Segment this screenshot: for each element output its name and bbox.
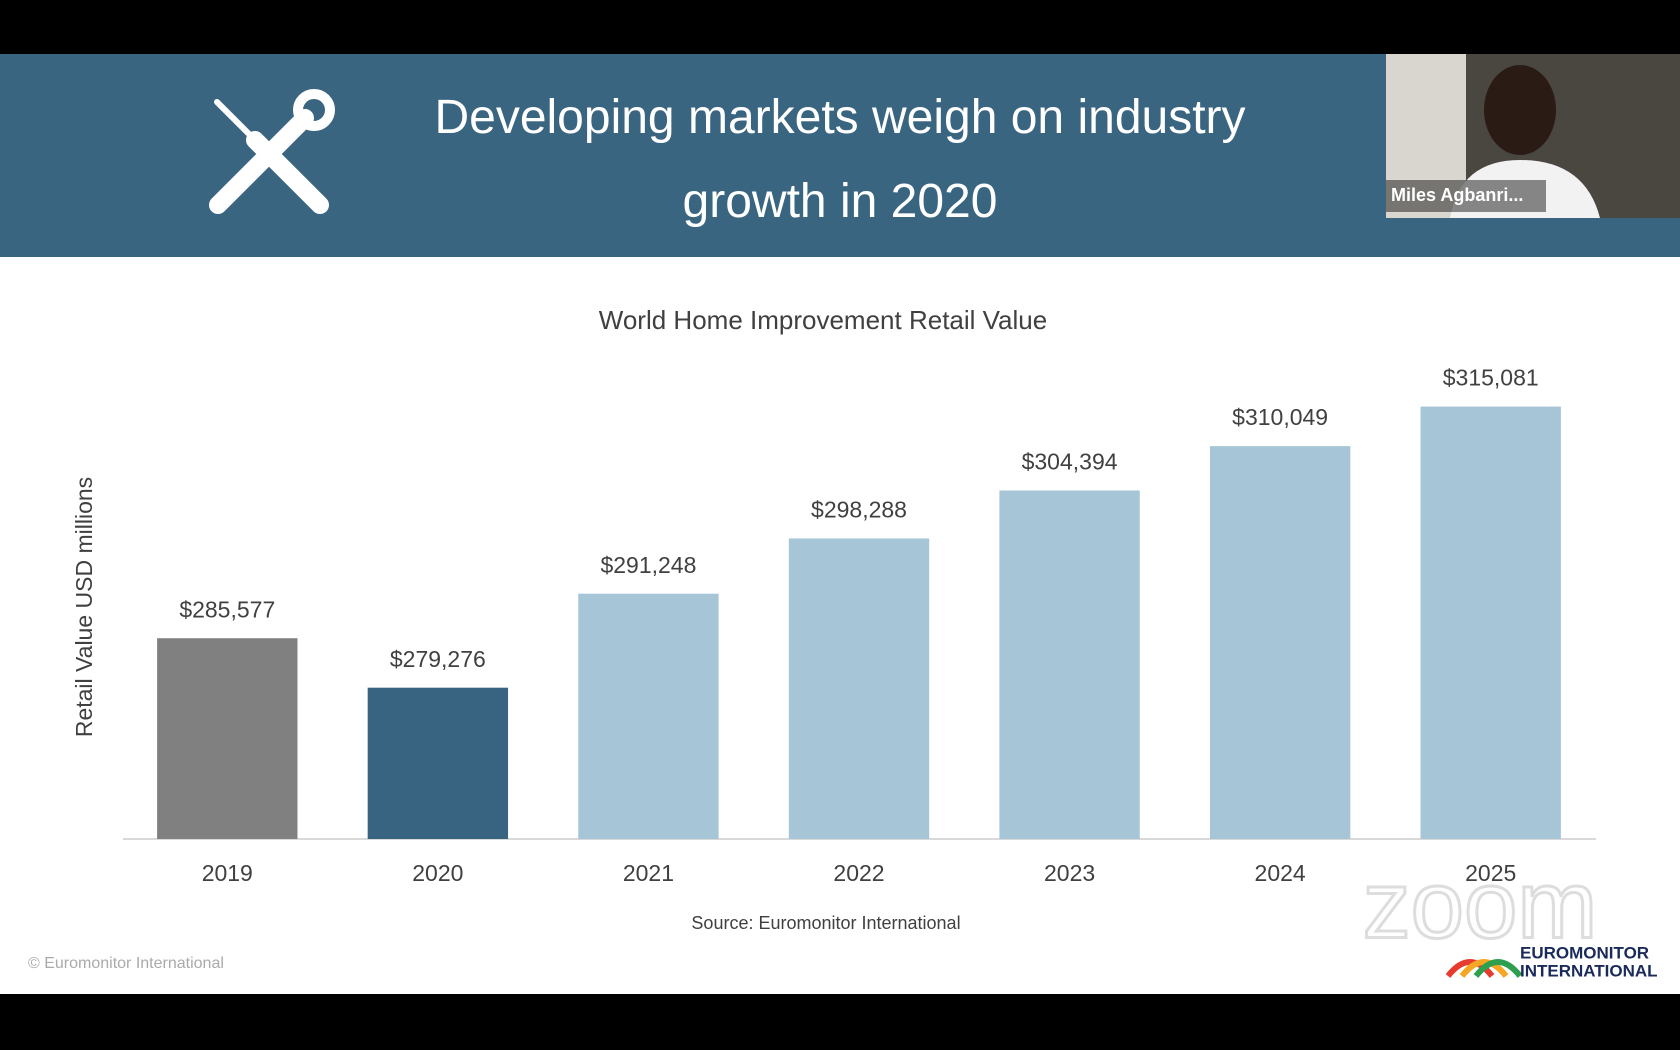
- value-label: $279,276: [390, 646, 486, 672]
- value-label: $291,248: [600, 552, 696, 578]
- participant-shirt: [1450, 160, 1600, 218]
- value-label: $285,577: [179, 596, 275, 622]
- x-tick-label: 2024: [1255, 860, 1306, 886]
- bar: [157, 638, 298, 839]
- name-label-bg: [1386, 180, 1546, 212]
- bar: [578, 593, 719, 839]
- x-tick-label: 2022: [833, 860, 884, 886]
- bar: [999, 490, 1140, 839]
- bar: [1420, 406, 1561, 839]
- value-label: $315,081: [1443, 365, 1539, 391]
- x-tick-label: 2025: [1465, 860, 1516, 886]
- slide-title: Developing markets weigh on industry gro…: [434, 91, 1246, 228]
- x-tick-label: 2023: [1044, 860, 1095, 886]
- video-wall: [1386, 54, 1466, 218]
- value-label: $298,288: [811, 497, 907, 523]
- bar: [1209, 446, 1351, 839]
- zoom-watermark: zoom: [1363, 851, 1598, 958]
- source: Source: Euromonitor International: [691, 913, 960, 933]
- chart-title: World Home Improvement Retail Value: [599, 305, 1047, 335]
- logo-mark: [1445, 959, 1523, 978]
- y-axis-label: Retail Value USD millions: [71, 477, 97, 737]
- x-tick-label: 2020: [412, 860, 463, 886]
- logo-text: INTERNATIONAL: [1520, 961, 1658, 980]
- tools-icon: [209, 89, 335, 214]
- x-tick-label: 2021: [623, 860, 674, 886]
- logo-text: EUROMONITOR: [1520, 943, 1649, 962]
- value-label: $304,394: [1022, 449, 1118, 475]
- bar: [788, 538, 930, 839]
- value-label: $310,049: [1232, 404, 1328, 430]
- x-tick-label: 2019: [202, 860, 253, 886]
- participant-head: [1484, 65, 1556, 155]
- copyright: © Euromonitor International: [28, 955, 224, 972]
- bar: [367, 687, 509, 839]
- participant-name: Miles Agbanri...: [1391, 185, 1523, 205]
